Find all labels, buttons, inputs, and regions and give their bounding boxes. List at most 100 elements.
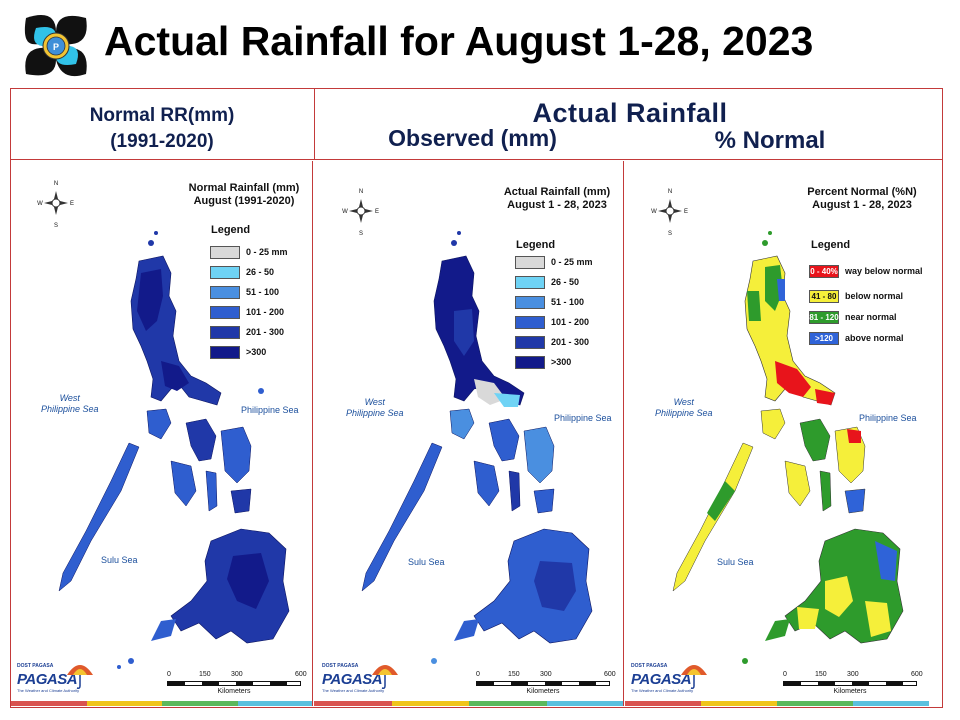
scale-bar-graphic [783,681,917,686]
pagasa-small-text: DOST PAGASA [631,663,668,669]
scale-bar-graphic [167,681,301,686]
compass-rose-icon [658,199,682,223]
compass-s: S [359,231,363,237]
header-column-divider [314,88,315,160]
sea-label-philippine: Philippine Sea [859,413,917,423]
brand-color-strip [625,701,929,706]
legend-label: 101 - 200 [246,307,285,317]
legend-swatch [210,305,240,319]
legend-swatch [210,325,240,339]
brand-color-strip [314,701,623,706]
map-title: Normal Rainfall (mm) August (1991-2020) [179,182,309,208]
scale-bar: 0 150 300 600 Kilometers [783,671,923,701]
legend-label: near normal [845,312,897,322]
sea-label-philippine: Philippine Sea [241,405,299,415]
pagasa-tagline: The Weather and Climate Authority [631,688,694,693]
legend-swatch: 41 - 80 [809,289,839,303]
svg-text:P: P [53,42,59,52]
legend-label: 26 - 50 [551,277,580,287]
scale-tick-label: 600 [295,671,307,678]
pagasa-small-text: DOST PAGASA [322,663,359,669]
legend-row: 0 - 25 mm [515,255,593,269]
philippines-map-normal: N S W E [37,181,290,669]
philippines-map-percent-normal: N S W E [651,189,904,664]
compass-w: W [37,201,43,207]
legend-swatch [515,355,545,369]
pagasa-wordmark: PAGASA [322,671,383,688]
normal-rr-header: Normal RR(mm) (1991-2020) [12,103,312,155]
map-title: Actual Rainfall (mm) August 1 - 28, 2023 [492,186,622,212]
map-title-line2: August 1 - 28, 2023 [812,199,912,211]
compass-n: N [54,181,58,187]
normal-rr-header-line2: (1991-2020) [110,131,214,152]
legend-swatch [515,275,545,289]
brand-color-strip [11,701,312,706]
philippines-map-actual: N S W E [342,189,593,664]
legend-label: 201 - 300 [246,327,285,337]
compass-rose-icon [349,199,373,223]
legend-row: 51 - 100 [515,295,584,309]
compass-w: W [342,209,348,215]
legend-swatch [210,285,240,299]
sea-label-sulu: Sulu Sea [717,557,754,567]
strip-segment-green [162,701,238,706]
observed-header: Observed (mm) [388,125,557,151]
legend-swatch [515,255,545,269]
legend-title: Legend [811,239,851,251]
map-title-line1: Percent Normal (%N) [807,186,917,198]
legend-label: above normal [845,333,904,343]
legend-label: 26 - 50 [246,267,275,277]
legend-row: >300 [210,345,266,359]
scale-tick-label: 0 [783,671,787,678]
scale-tick-label: 600 [604,671,616,678]
legend-title: Legend [516,239,556,251]
sea-label-west-philippine: West Philippine Sea [346,397,404,419]
strip-segment-red [314,701,392,706]
legend-swatch: 81 - 120 [809,310,839,324]
sea-label-sulu: Sulu Sea [101,555,138,565]
legend-swatch [515,315,545,329]
compass-s: S [54,223,58,229]
pagasa-logo: DOST PAGASA PAGASA The Weather and Clima… [629,659,714,697]
legend-label: way below normal [845,266,923,276]
legend-label: 51 - 100 [551,297,585,307]
strip-segment-yellow [701,701,777,706]
compass-n: N [668,189,672,195]
strip-segment-blue [237,701,312,706]
sea-label-line1: West [673,397,694,407]
pagasa-small-text: DOST PAGASA [17,663,54,669]
compass-s: S [668,231,672,237]
scale-tick-label: 0 [167,671,171,678]
scale-tick-label: 150 [815,671,827,678]
strip-segment-yellow [86,701,162,706]
scale-tick-label: 0 [476,671,480,678]
map-title-line2: August 1 - 28, 2023 [507,199,607,211]
legend-row: 0 - 25 mm [210,245,288,259]
legend-swatch [515,335,545,349]
legend-row: 0 - 40% way below normal [809,264,923,278]
legend-row: 201 - 300 [515,335,589,349]
scale-unit: Kilometers [526,688,560,695]
legend-row: 201 - 300 [210,325,284,339]
map-title: Percent Normal (%N) August 1 - 28, 2023 [797,186,927,212]
legend-label: 0 - 25 mm [246,247,288,257]
pagasa-seal-logo: P [22,14,90,78]
umbrella-icon [372,665,398,689]
pagasa-tagline: The Weather and Climate Authority [17,688,80,693]
scale-tick-label: 600 [911,671,923,678]
sea-label-line1: West [59,393,80,403]
legend-label: below normal [845,291,904,301]
strip-segment-yellow [391,701,469,706]
scale-bar-graphic [476,681,610,686]
umbrella-icon [67,665,93,689]
compass-e: E [375,209,379,215]
map-panel-actual: N S W E Actual Rainfall (mm) August 1 - … [314,161,624,706]
scale-tick-label: 150 [508,671,520,678]
legend-row: 51 - 100 [210,285,279,299]
legend-swatch: >120 [809,331,839,345]
sea-label-line2: Philippine Sea [655,408,713,418]
compass-w: W [651,209,657,215]
legend-label: >300 [551,357,572,367]
map-title-line2: August (1991-2020) [193,195,295,207]
